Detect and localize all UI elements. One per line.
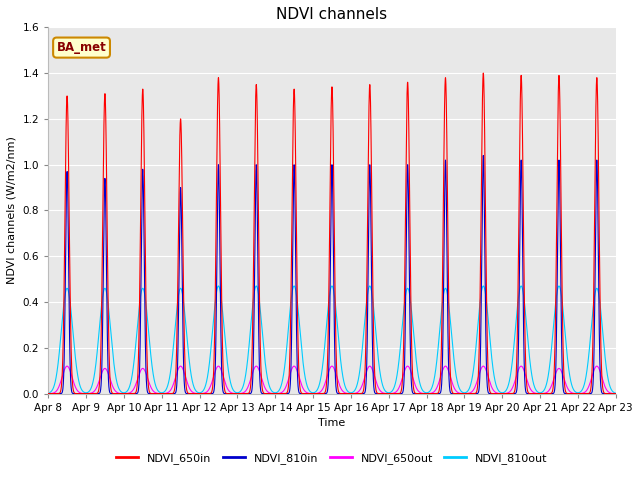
Line: NDVI_650in: NDVI_650in: [48, 73, 616, 394]
Line: NDVI_810in: NDVI_810in: [48, 156, 616, 394]
NDVI_650in: [491, 391, 499, 396]
NDVI_650in: [44, 391, 52, 396]
NDVI_650in: [479, 70, 487, 76]
Text: BA_met: BA_met: [57, 41, 106, 54]
NDVI_650out: [257, 372, 264, 378]
NDVI_810out: [160, 389, 168, 395]
NDVI_810out: [410, 338, 418, 344]
NDVI_810in: [612, 391, 620, 396]
Title: NDVI channels: NDVI channels: [276, 7, 387, 22]
NDVI_810out: [44, 390, 52, 396]
NDVI_650out: [411, 380, 419, 386]
NDVI_650in: [160, 391, 168, 396]
NDVI_810in: [479, 153, 487, 158]
NDVI_650out: [491, 389, 499, 395]
NDVI_650in: [410, 389, 418, 395]
Line: NDVI_650out: NDVI_650out: [48, 366, 616, 394]
NDVI_810in: [610, 391, 618, 396]
NDVI_650out: [610, 391, 618, 396]
NDVI_650in: [610, 391, 618, 396]
Line: NDVI_810out: NDVI_810out: [48, 286, 616, 393]
NDVI_810out: [555, 283, 563, 289]
NDVI_810in: [491, 391, 499, 396]
NDVI_650in: [166, 391, 173, 396]
NDVI_810out: [610, 389, 618, 395]
NDVI_810in: [44, 391, 52, 396]
NDVI_810in: [410, 391, 418, 396]
NDVI_810out: [166, 375, 173, 381]
NDVI_650out: [612, 391, 620, 396]
NDVI_650in: [257, 356, 264, 361]
NDVI_810out: [612, 390, 620, 396]
NDVI_810out: [491, 378, 499, 384]
Legend: NDVI_650in, NDVI_810in, NDVI_650out, NDVI_810out: NDVI_650in, NDVI_810in, NDVI_650out, NDV…: [112, 449, 552, 468]
NDVI_810in: [166, 391, 173, 396]
Y-axis label: NDVI channels (W/m2/nm): NDVI channels (W/m2/nm): [7, 136, 17, 284]
NDVI_650out: [63, 363, 71, 369]
NDVI_650out: [44, 391, 52, 396]
NDVI_650out: [160, 391, 168, 396]
NDVI_810in: [160, 391, 168, 396]
NDVI_810out: [257, 311, 264, 316]
X-axis label: Time: Time: [318, 418, 346, 428]
NDVI_810in: [257, 387, 264, 393]
NDVI_650out: [166, 388, 173, 394]
NDVI_650in: [612, 391, 620, 396]
